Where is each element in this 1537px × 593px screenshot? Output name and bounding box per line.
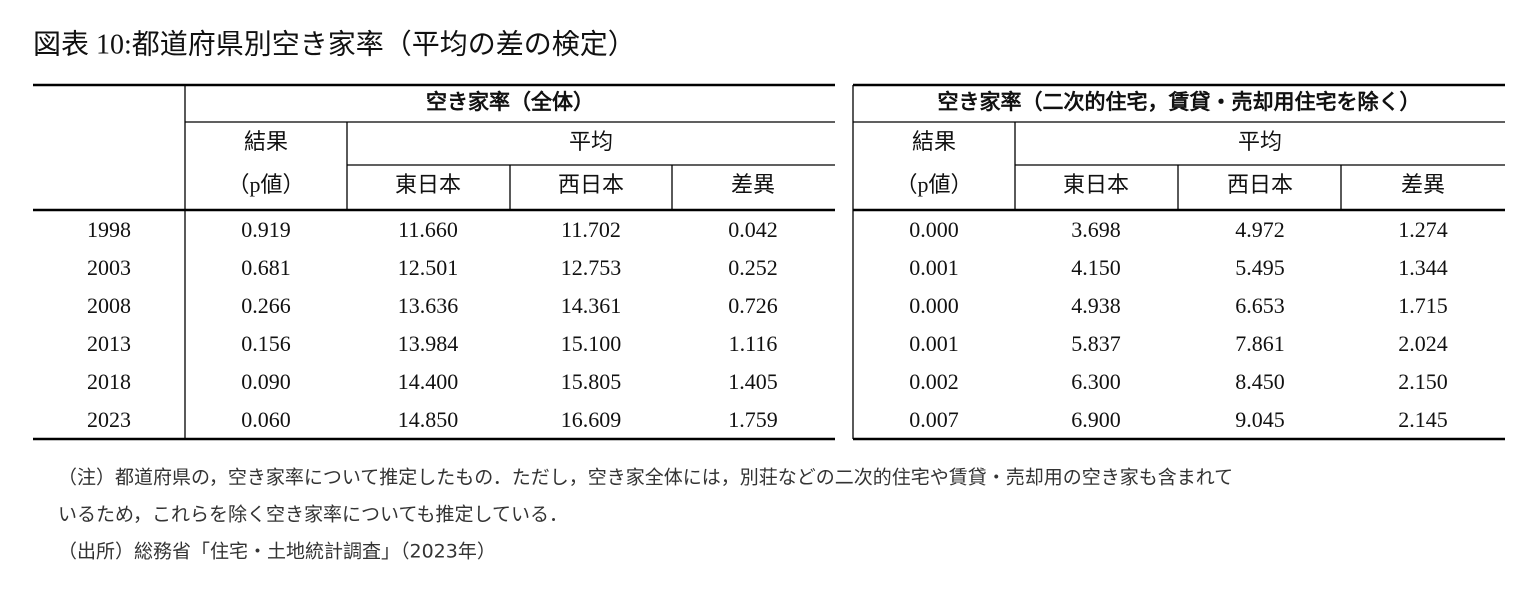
- result-header: （p値）: [227, 172, 304, 197]
- data-cell: 0.002: [909, 369, 959, 394]
- mean-header: 平均: [569, 129, 613, 154]
- data-cell: 13.636: [398, 293, 459, 318]
- data-cell: 2.024: [1398, 331, 1448, 356]
- data-cell: 0.156: [241, 331, 291, 356]
- data-cell: 0.001: [909, 331, 959, 356]
- data-cell: 4.150: [1071, 255, 1121, 280]
- result-header: （p値）: [895, 172, 972, 197]
- data-cell: 15.100: [561, 331, 622, 356]
- column-header: 西日本: [1227, 172, 1293, 197]
- data-cell: 0.919: [241, 217, 291, 242]
- data-cell: 13.984: [398, 331, 459, 356]
- data-cell: 4.938: [1071, 293, 1121, 318]
- year-cell: 2008: [87, 293, 131, 318]
- group-title: 空き家率（二次的住宅，賃貸・売却用住宅を除く）: [938, 90, 1421, 114]
- data-cell: 14.400: [398, 369, 459, 394]
- data-cell: 14.361: [561, 293, 622, 318]
- data-cell: 1.274: [1398, 217, 1448, 242]
- data-cell: 5.837: [1071, 331, 1121, 356]
- note: （出所）総務省「住宅・土地統計調査」（2023年）: [58, 541, 496, 563]
- year-cell: 2003: [87, 255, 131, 280]
- data-cell: 14.850: [398, 407, 459, 432]
- data-cell: 12.501: [398, 255, 459, 280]
- data-cell: 5.495: [1235, 255, 1285, 280]
- data-cell: 1.759: [728, 407, 778, 432]
- data-cell: 0.000: [909, 217, 959, 242]
- data-cell: 7.861: [1235, 331, 1285, 356]
- data-cell: 0.000: [909, 293, 959, 318]
- data-cell: 6.300: [1071, 369, 1121, 394]
- data-cell: 6.900: [1071, 407, 1121, 432]
- data-cell: 0.726: [728, 293, 778, 318]
- column-header: 西日本: [558, 172, 624, 197]
- year-cell: 2023: [87, 407, 131, 432]
- data-cell: 12.753: [561, 255, 622, 280]
- column-header: 差異: [731, 172, 775, 197]
- data-cell: 11.702: [561, 217, 621, 242]
- title: 図表 10:都道府県別空き家率（平均の差の検定）: [33, 28, 636, 60]
- data-cell: 1.715: [1398, 293, 1448, 318]
- data-cell: 2.145: [1398, 407, 1448, 432]
- data-cell: 6.653: [1235, 293, 1285, 318]
- data-cell: 0.001: [909, 255, 959, 280]
- data-cell: 0.007: [909, 407, 959, 432]
- year-cell: 2018: [87, 369, 131, 394]
- column-header: 東日本: [1063, 172, 1129, 197]
- data-cell: 8.450: [1235, 369, 1285, 394]
- year-cell: 1998: [87, 217, 131, 242]
- data-cell: 1.344: [1398, 255, 1448, 280]
- data-cell: 2.150: [1398, 369, 1448, 394]
- mean-header: 平均: [1238, 129, 1282, 154]
- data-cell: 0.042: [728, 217, 778, 242]
- data-cell: 0.266: [241, 293, 291, 318]
- data-cell: 0.060: [241, 407, 291, 432]
- year-cell: 2013: [87, 331, 131, 356]
- data-cell: 1.116: [729, 331, 778, 356]
- group-title: 空き家率（全体）: [426, 90, 594, 114]
- data-cell: 1.405: [728, 369, 778, 394]
- data-cell: 3.698: [1071, 217, 1121, 242]
- data-cell: 9.045: [1235, 407, 1285, 432]
- column-header: 差異: [1401, 172, 1445, 197]
- note: （注）都道府県の，空き家率について推定したもの．ただし，空き家全体には，別荘など…: [58, 467, 1233, 489]
- result-header: 結果: [244, 129, 288, 154]
- data-cell: 11.660: [398, 217, 458, 242]
- data-cell: 0.681: [241, 255, 291, 280]
- data-cell: 0.090: [241, 369, 291, 394]
- table-rules: [33, 83, 1505, 441]
- data-cell: 16.609: [561, 407, 622, 432]
- data-cell: 15.805: [561, 369, 622, 394]
- data-cell: 4.972: [1235, 217, 1285, 242]
- result-header: 結果: [912, 129, 956, 154]
- column-header: 東日本: [395, 172, 461, 197]
- note: いるため，これらを除く空き家率についても推定している．: [58, 504, 568, 526]
- data-cell: 0.252: [728, 255, 778, 280]
